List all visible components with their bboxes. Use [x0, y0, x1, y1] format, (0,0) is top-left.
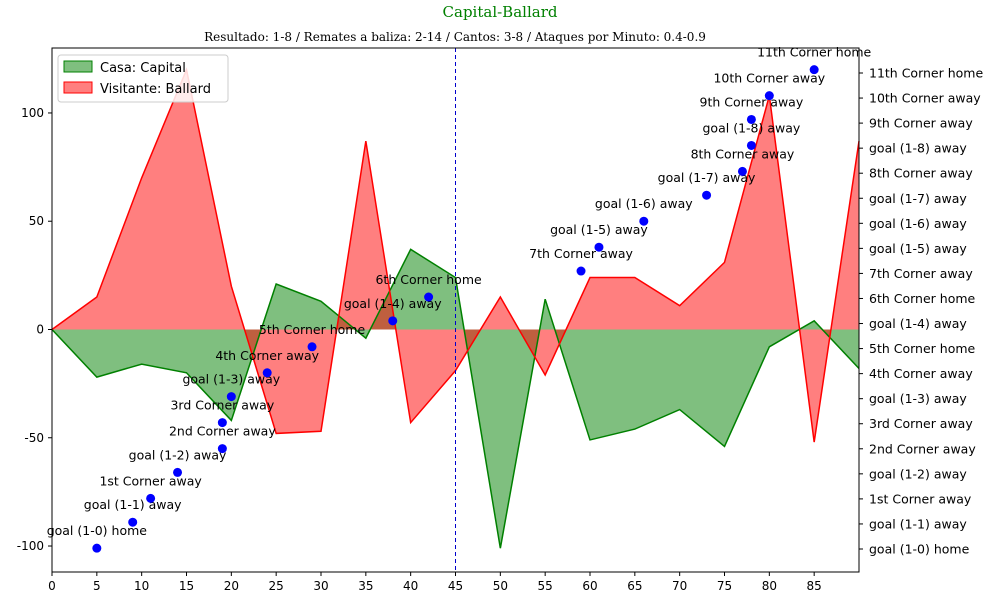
event-marker [92, 543, 102, 553]
event-annotation: 10th Corner away [713, 71, 825, 86]
x-tick-label: 50 [493, 579, 508, 593]
x-tick-label: 75 [717, 579, 732, 593]
event-annotation: 4th Corner away [215, 348, 319, 363]
right-axis-event-label: 1st Corner away [869, 491, 972, 506]
event-marker [702, 190, 712, 200]
right-axis-event-label: goal (1-2) away [869, 466, 967, 481]
right-axis-event-label: 7th Corner away [869, 266, 973, 281]
event-annotation: goal (1-5) away [550, 222, 648, 237]
event-marker [594, 242, 604, 252]
x-tick-label: 5 [93, 579, 101, 593]
event-annotation: goal (1-6) away [595, 196, 693, 211]
x-tick-label: 85 [807, 579, 822, 593]
right-axis-event-label: goal (1-1) away [869, 516, 967, 531]
legend-swatch-away [63, 81, 93, 94]
chart-title: Capital-Ballard [443, 3, 558, 21]
right-axis-event-label: 3rd Corner away [869, 416, 973, 431]
event-marker [217, 418, 227, 428]
event-annotation: goal (1-4) away [344, 296, 442, 311]
right-axis-event-label: goal (1-6) away [869, 216, 967, 231]
y-tick-label: -100 [17, 539, 44, 553]
series-area-1 [52, 69, 859, 443]
event-annotation: goal (1-0) home [47, 523, 148, 538]
legend-label-home: Casa: Capital [100, 61, 186, 76]
y-tick-label: 100 [21, 106, 44, 120]
event-annotation: 2nd Corner away [169, 424, 276, 439]
right-axis-event-label: goal (1-4) away [869, 316, 967, 331]
event-marker [737, 166, 747, 176]
right-axis-event-label: 6th Corner home [869, 291, 976, 306]
x-tick-label: 30 [313, 579, 328, 593]
event-annotation: 6th Corner home [375, 272, 482, 287]
right-axis-event-label: 8th Corner away [869, 166, 973, 181]
x-tick-label: 55 [538, 579, 553, 593]
right-axis-event-label: goal (1-5) away [869, 241, 967, 256]
event-marker [424, 292, 434, 302]
x-tick-label: 45 [448, 579, 463, 593]
legend-frame [57, 54, 229, 103]
legend-swatch-home [63, 60, 93, 73]
event-annotation: goal (1-7) away [658, 170, 756, 185]
event-marker [307, 342, 317, 352]
right-axis-event-label: goal (1-0) home [869, 542, 970, 557]
series-line-0 [51, 248, 860, 549]
event-marker [746, 140, 756, 150]
event-marker [388, 316, 398, 326]
x-tick-label: 20 [224, 579, 239, 593]
event-marker [226, 392, 236, 402]
event-annotation: 9th Corner away [700, 94, 804, 109]
event-annotation: goal (1-1) away [84, 497, 182, 512]
x-tick-label: 65 [627, 579, 642, 593]
event-annotation: 3rd Corner away [170, 398, 274, 413]
right-axis-event-label: 4th Corner away [869, 366, 973, 381]
chart-subtitle: Resultado: 1-8 / Remates a baliza: 2-14 … [204, 30, 706, 44]
right-axis-event-label: 11th Corner home [869, 66, 983, 81]
y-tick-label: 50 [29, 214, 44, 228]
event-annotation: goal (1-8) away [703, 120, 801, 135]
right-axis-event-label: 2nd Corner away [869, 441, 976, 456]
x-tick-label: 25 [269, 579, 284, 593]
event-annotation: 5th Corner home [259, 322, 366, 337]
right-axis-event-label: 10th Corner away [869, 91, 981, 106]
x-tick-label: 0 [48, 579, 56, 593]
legend-label-away: Visitante: Ballard [100, 82, 211, 97]
event-marker [809, 65, 819, 75]
event-marker [746, 114, 756, 124]
event-marker [146, 493, 156, 503]
x-tick-label: 80 [762, 579, 777, 593]
event-marker [217, 444, 227, 454]
x-tick-label: 60 [582, 579, 597, 593]
event-annotation: 7th Corner away [529, 246, 633, 261]
right-axis-event-label: 5th Corner home [869, 341, 976, 356]
legend: Casa: Capital Visitante: Ballard [57, 54, 229, 103]
right-axis-event-label: goal (1-7) away [869, 191, 967, 206]
y-tick-label: -50 [24, 431, 44, 445]
plot-area: 0 5 10 15 20 25 30 35 40 45 50 55 60 65 70 75 80 85 -100 -5… [17, 45, 984, 593]
x-tick-label: 70 [672, 579, 687, 593]
event-marker [576, 266, 586, 276]
right-axis-event-label: goal (1-3) away [869, 391, 967, 406]
event-marker [764, 91, 774, 101]
x-tick-label: 10 [134, 579, 149, 593]
event-annotation: 1st Corner away [99, 473, 202, 488]
y-tick-label: 0 [36, 322, 44, 336]
x-tick-label: 35 [358, 579, 373, 593]
right-axis-event-label: 9th Corner away [869, 116, 973, 131]
event-annotation: goal (1-3) away [182, 372, 280, 387]
right-axis-event-label: goal (1-8) away [869, 141, 967, 156]
event-marker [173, 467, 183, 477]
event-annotation: goal (1-2) away [129, 447, 227, 462]
x-tick-label: 15 [179, 579, 194, 593]
event-marker [262, 368, 272, 378]
event-marker [639, 216, 649, 226]
event-annotation: 11th Corner home [757, 45, 871, 60]
event-marker [128, 517, 138, 527]
x-tick-label: 40 [403, 579, 418, 593]
event-annotation: 8th Corner away [691, 146, 795, 161]
